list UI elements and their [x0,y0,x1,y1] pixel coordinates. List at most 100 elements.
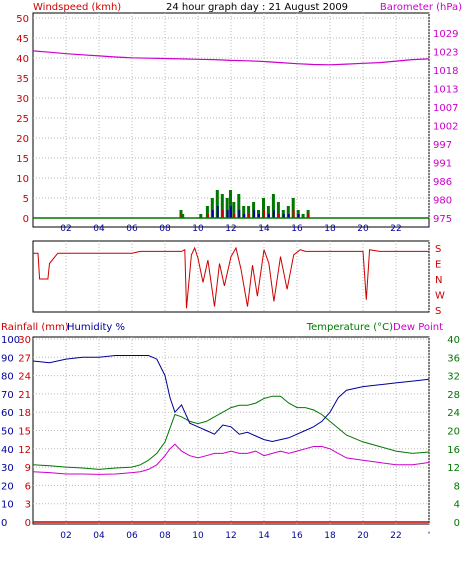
wind-speed-bar [292,210,295,218]
barometer-tick-label: 1018 [433,66,458,77]
barometer-tick-labels: 975 980 986 991 997 1002 1007 1013 1018 1023 1029 [433,29,458,225]
wind-gust-bar [276,202,280,218]
windspeed-tick-label: 5 [23,194,29,205]
barometer-tick-label: 1013 [433,85,458,96]
wind-gust-bar [262,198,265,218]
wind-speed-bar [238,210,241,218]
humidity-tick-label: 100 [1,335,20,346]
rainfall-tick-label: 3 [25,500,31,511]
compass-label: S [435,244,441,255]
humidity-axis-label: Humidity % [67,322,125,333]
wind-speed-bar [233,214,236,218]
wind-speed-bar [253,210,256,218]
rainfall-tick-label: 0 [25,518,31,529]
wind-speed-bar [272,210,275,218]
humidity-line [32,355,430,443]
compass-label: W [435,291,445,302]
temperature-tick-label: 4 [454,500,460,511]
time-tick-label: 18 [324,224,336,234]
dewpoint-axis-label: Dew Point [393,322,443,333]
rainfall-axis-label: Rainfall (mm) [1,322,69,333]
wind-speed-bar [230,206,232,218]
time-tick-label: 04 [93,224,105,234]
time-tick-label: 14 [258,531,270,541]
temperature-tick-label: 32 [447,372,460,383]
compass-label: E [435,260,441,271]
rainfall-tick-label: 18 [18,408,31,419]
windspeed-tick-label: 40 [16,54,29,65]
barometer-tick-label: 991 [433,159,452,170]
temp-humidity-grid [33,337,430,524]
wind-baro-grid [33,13,430,219]
barometer-tick-label: 1007 [433,103,458,114]
barometer-line [32,50,430,66]
time-tick-label: 14 [258,224,270,234]
time-tick-label: 12 [225,531,236,541]
rainfall-tick-label: 27 [18,353,31,364]
humidity-tick-labels: 0 10 20 30 40 50 60 70 80 90 100 [1,335,20,529]
time-tick-label: 16 [291,531,303,541]
windspeed-axis-label: Windspeed (kmh) [33,2,121,13]
humidity-tick-label: 20 [1,481,14,492]
compass-label: N [435,275,442,286]
wind-gust-bar [215,190,219,218]
time-tick-label: 02 [60,531,71,541]
temperature-tick-label: 36 [447,353,460,364]
rainfall-tick-label: 9 [25,463,31,474]
time-tick-label: 06 [126,224,138,234]
temperature-tick-label: 28 [447,390,460,401]
windspeed-tick-label: 25 [16,114,29,125]
time-tick-label: 22 [390,531,401,541]
windspeed-tick-label: 15 [16,154,29,165]
barometer-tick-label: 986 [433,177,452,188]
time-tick-label: ' [428,531,430,541]
rainfall-tick-label: 21 [18,390,31,401]
wind-speed-bar [307,214,310,218]
temperature-axis-label: Temperature (°C) [306,322,393,333]
humidity-tick-label: 0 [1,518,7,529]
barometer-tick-label: 1029 [433,29,458,40]
temperature-line [32,395,430,470]
wind-gust-bar [205,206,209,218]
time-tick-label: ' [428,224,430,234]
wind-direction-line [33,246,429,309]
wind-gust-bar [301,214,305,218]
time-tick-label: 22 [390,224,401,234]
rainfall-tick-label: 30 [18,335,31,346]
wind-speed-bar [216,206,219,218]
windspeed-tick-label: 10 [16,174,29,185]
temperature-tick-label: 40 [447,335,460,346]
wind-gust-bar [220,194,224,218]
wind-gust-bar [271,194,275,218]
time-tick-label: 16 [291,224,303,234]
humidity-tick-label: 30 [1,463,14,474]
barometer-tick-label: 1023 [433,48,458,59]
wind-speed-bar [277,214,280,218]
rainfall-tick-label: 12 [18,445,31,456]
wind-speed-bar [221,210,224,218]
humidity-tick-label: 40 [1,445,14,456]
chart-title: 24 hour graph day : 21 August 2009 [166,2,348,13]
wind-speed-bar [263,210,265,218]
time-tick-label: 10 [192,224,204,234]
barometer-axis-label: Barometer (hPa) [380,2,462,13]
wind-gust-bar [247,206,251,218]
wind-speed-bar [243,214,246,218]
humidity-tick-label: 50 [1,427,14,438]
temperature-tick-labels: 0 4 8 12 16 20 24 28 32 36 40 [447,335,460,529]
barometer-tick-label: 1002 [433,122,458,133]
windspeed-tick-labels: 0 5 10 15 20 25 30 35 40 45 50 [16,14,29,225]
time-tick-label: 02 [60,224,71,234]
windspeed-tick-label: 30 [16,94,29,105]
wind-speed-bar [226,210,229,218]
time-tick-label: 20 [357,531,369,541]
wind-gust-bar [181,214,185,218]
wind-speed-bar [297,214,300,218]
humidity-tick-label: 90 [1,353,14,364]
wind-gust-bar [229,190,232,218]
wind-speed-bar [267,214,270,218]
temperature-tick-label: 12 [447,463,460,474]
time-tick-label: 06 [126,531,138,541]
windspeed-tick-label: 20 [16,134,29,145]
